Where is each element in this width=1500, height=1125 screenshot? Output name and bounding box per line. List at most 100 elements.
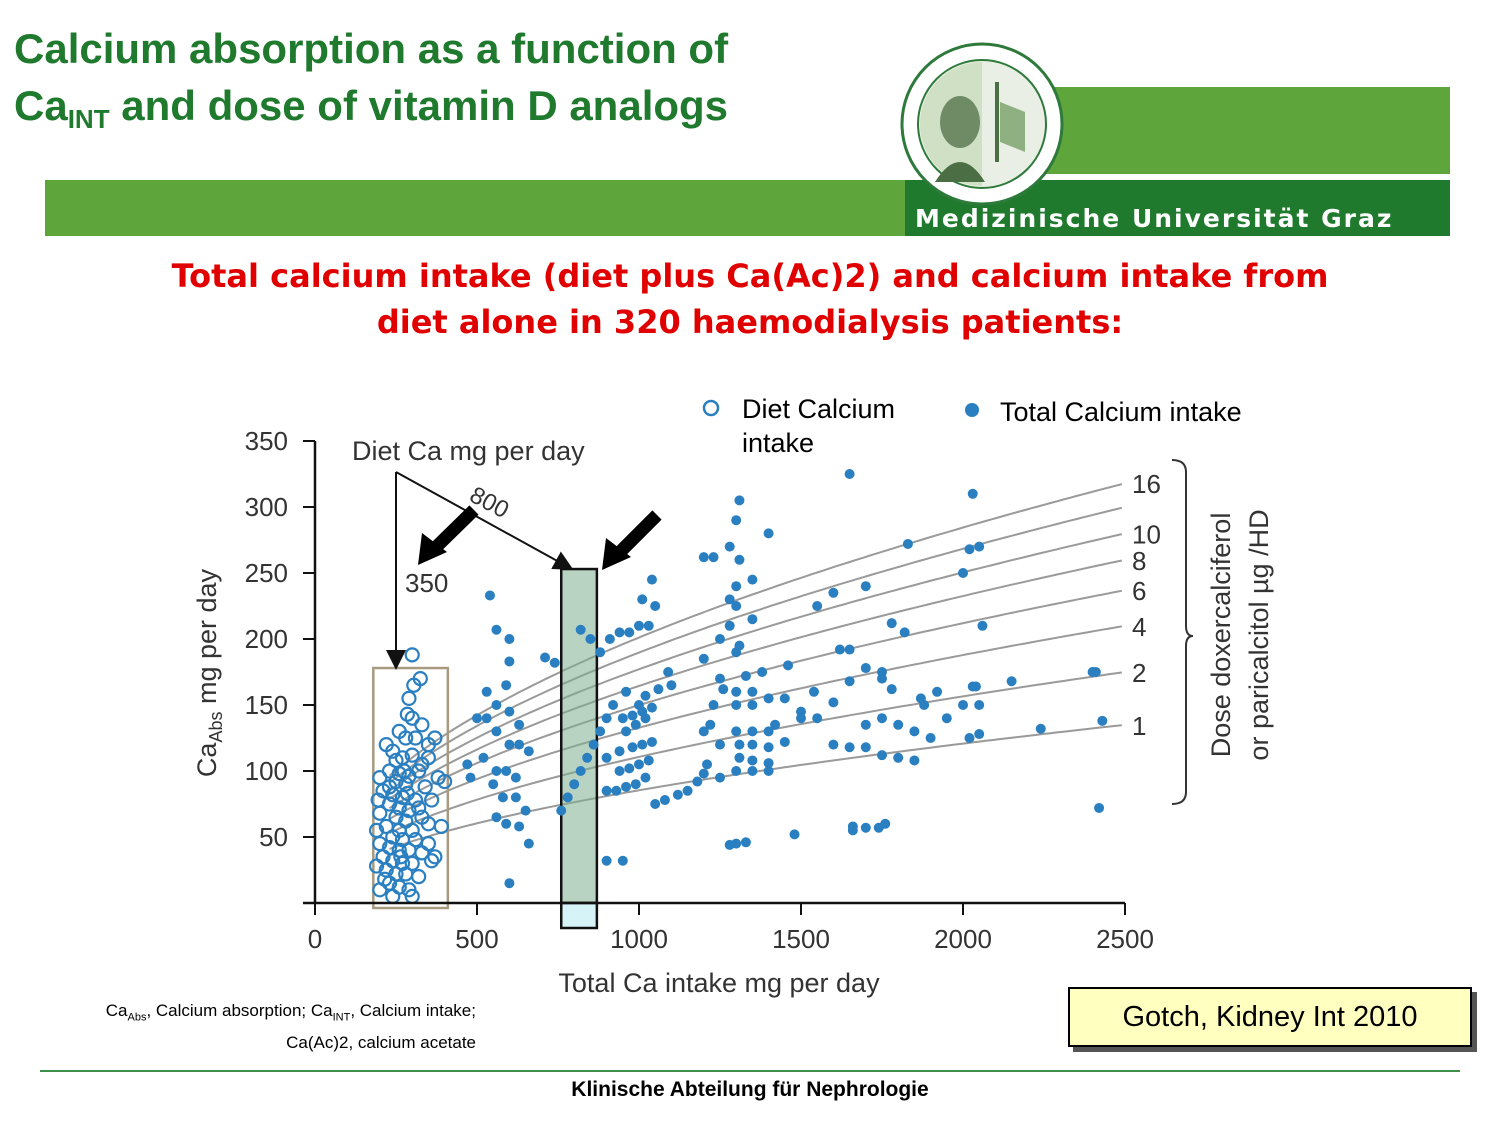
diet-intake-point (404, 822, 420, 839)
total-intake-point (860, 822, 871, 833)
total-intake-point (488, 779, 499, 790)
total-intake-point (627, 710, 638, 721)
total-intake-point (974, 541, 985, 552)
total-intake-point (663, 667, 674, 677)
total-intake-point (611, 785, 622, 796)
total-intake-point (634, 700, 644, 710)
diet-intake-point (391, 800, 407, 816)
total-intake-point (715, 739, 725, 750)
diet-intake-point (411, 763, 427, 779)
total-intake-point (621, 781, 632, 792)
annotation-title: Diet Ca mg per day (352, 436, 585, 466)
total-intake-point (731, 647, 742, 658)
title-line-1: Calcium absorption as a function of (14, 25, 729, 72)
x-tick-label: 1000 (610, 924, 668, 954)
total-intake-point (844, 469, 855, 479)
total-intake-point (893, 719, 904, 730)
diet-intake-point (385, 888, 401, 905)
legend-open-label-2: intake (742, 428, 814, 458)
dose-label-line-1: Dose doxercalciferol (1206, 513, 1236, 758)
total-intake-point (637, 594, 648, 605)
total-intake-point (614, 746, 625, 757)
total-intake-point (909, 755, 920, 766)
total-intake-point (1094, 802, 1105, 813)
total-intake-point (747, 739, 758, 750)
total-intake-point (640, 713, 651, 724)
total-intake-point (637, 739, 648, 750)
total-intake-point (501, 766, 512, 776)
total-intake-point (520, 805, 531, 816)
total-intake-point (724, 594, 735, 605)
total-intake-point (504, 739, 515, 750)
intake-800-highlight-column (559, 567, 599, 905)
total-intake-point (627, 742, 638, 753)
x-tick-label: 1500 (772, 924, 830, 954)
dose-curve-label: 1 (1132, 711, 1146, 741)
total-intake-point (646, 736, 657, 747)
y-tick-label: 100 (245, 756, 288, 786)
total-intake-point (698, 653, 709, 664)
total-intake-point (540, 652, 551, 663)
total-intake-point (877, 750, 887, 761)
diet-intake-point (411, 800, 427, 816)
total-intake-point (779, 736, 790, 747)
total-intake-point (491, 812, 502, 823)
total-intake-point (601, 713, 612, 724)
data-points (368, 469, 1108, 905)
legend-open-marker (702, 399, 720, 417)
diet-intake-point (427, 849, 443, 865)
total-intake-point (491, 726, 502, 737)
dose-curve-label: 4 (1132, 612, 1146, 642)
total-intake-point (731, 515, 742, 526)
total-intake-point (970, 681, 981, 692)
diet-intake-point (424, 792, 440, 808)
total-intake-point (698, 768, 709, 779)
total-intake-point (624, 763, 635, 774)
dose-label-line-2: or paricalcitol µg /HD (1244, 509, 1274, 760)
total-intake-point (796, 713, 806, 724)
total-intake-point (510, 792, 521, 803)
total-intake-point (779, 693, 790, 704)
diet-intake-point (420, 816, 436, 832)
total-intake-point (504, 706, 515, 717)
total-intake-point (614, 766, 625, 776)
total-intake-point (731, 581, 742, 592)
total-intake-point (465, 772, 476, 783)
total-intake-point (860, 742, 871, 753)
diet-intake-point (427, 730, 443, 746)
y-tick-label: 200 (245, 624, 288, 654)
pointer-arrow-right-head (602, 538, 631, 570)
total-intake-point (941, 713, 952, 724)
total-intake-point (915, 693, 926, 704)
footer-divider (40, 1070, 1460, 1072)
total-intake-point (497, 792, 508, 803)
y-axis-label: CaAbs mg per day (192, 568, 226, 777)
total-intake-point (501, 818, 512, 829)
total-intake-point (740, 670, 751, 681)
diet-intake-point (417, 779, 433, 795)
total-intake-point (650, 799, 661, 809)
y-tick-label: 150 (245, 690, 288, 720)
legend-filled-label: Total Calcium intake (1000, 397, 1242, 427)
total-intake-point (643, 620, 654, 631)
total-intake-point (1090, 667, 1101, 677)
diet-intake-point (381, 779, 398, 795)
diet-intake-point (368, 858, 385, 874)
university-name: Medizinische Universität Graz (915, 204, 1394, 233)
total-intake-point (747, 755, 758, 766)
total-intake-point (608, 700, 619, 710)
total-intake-point (705, 719, 716, 730)
total-intake-point (899, 627, 910, 638)
total-intake-point (462, 759, 473, 770)
total-intake-point (562, 792, 573, 803)
total-intake-point (556, 805, 567, 816)
total-intake-point (724, 839, 735, 850)
diet-intake-point (420, 750, 436, 766)
dose-brace (1171, 459, 1194, 805)
legend-filled-marker (965, 403, 979, 417)
total-intake-point (724, 620, 735, 631)
diet-intake-point (424, 853, 440, 869)
abbreviation-footnote: CaAbs, Calcium absorption; CaINT, Calciu… (105, 1001, 476, 1053)
total-intake-point (902, 538, 913, 549)
